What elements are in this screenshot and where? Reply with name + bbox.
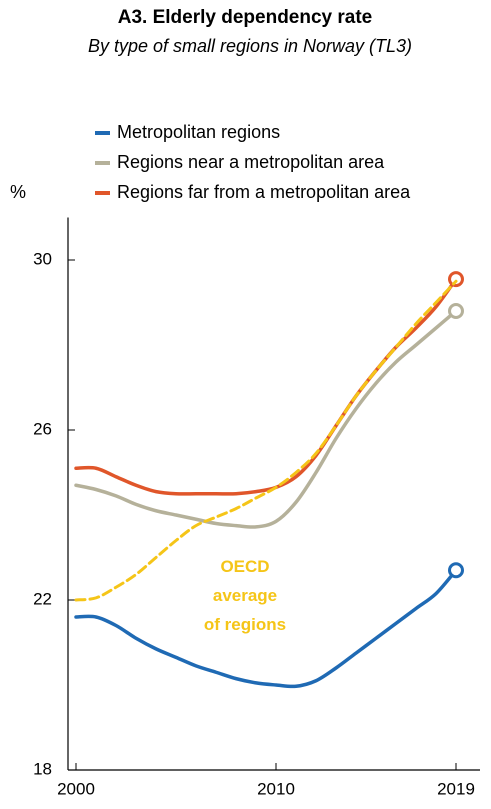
y-axis-label: % (10, 182, 26, 202)
series-line (74, 279, 458, 602)
y-tick-label: 30 (33, 249, 52, 268)
y-tick-label: 22 (33, 589, 52, 608)
legend-label: Regions far from a metropolitan area (117, 182, 411, 202)
legend-label: Metropolitan regions (117, 122, 280, 142)
x-tick-label: 2010 (257, 779, 295, 798)
x-tick-label: 2019 (437, 779, 475, 798)
series-line (74, 568, 458, 689)
series-line (74, 309, 458, 529)
y-tick-label: 26 (33, 419, 52, 438)
end-marker (448, 562, 464, 579)
legend-label: Regions near a metropolitan area (117, 152, 385, 172)
end-marker (448, 271, 464, 288)
annotation: OECD average of regions (204, 557, 286, 634)
end-marker (448, 303, 464, 319)
x-tick-label: 2000 (57, 779, 95, 798)
y-tick-label: 18 (33, 759, 52, 778)
series-line (74, 277, 458, 496)
chart-subtitle: By type of small regions in Norway (TL3) (88, 36, 412, 56)
chart-title: A3. Elderly dependency rate (118, 7, 373, 28)
